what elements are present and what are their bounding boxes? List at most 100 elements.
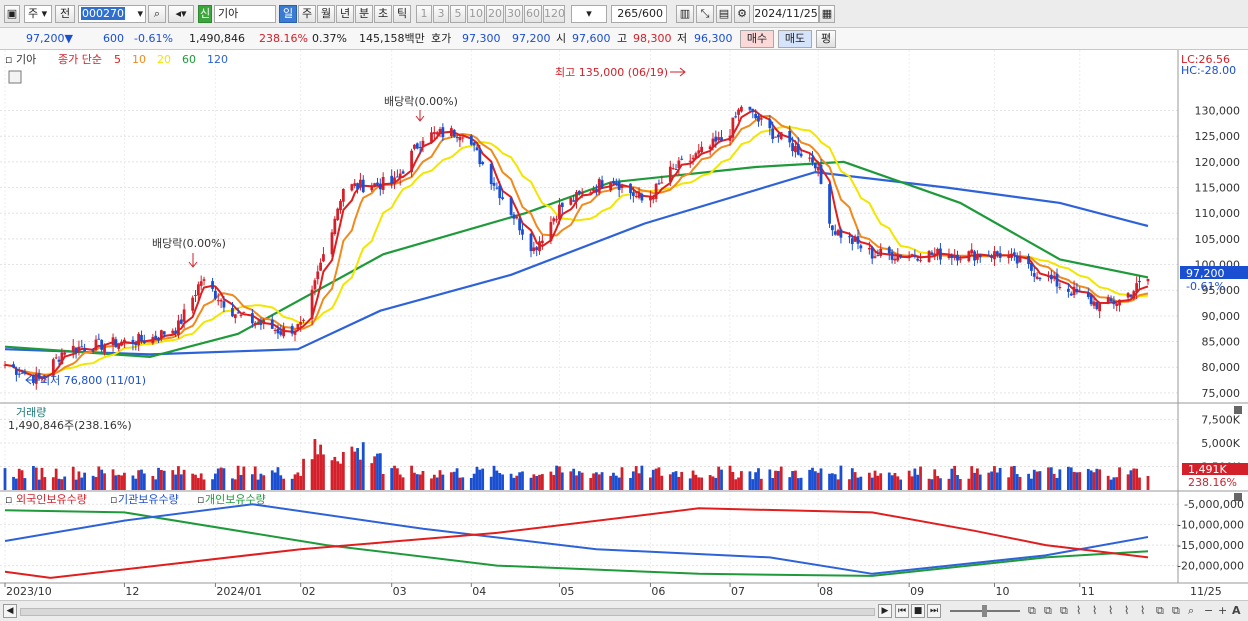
speaker-icon[interactable]: ◂▾ [168, 5, 194, 23]
chart-table-icon[interactable] [8, 70, 22, 84]
horizontal-scrollbar[interactable] [20, 608, 875, 616]
indicator-1-icon[interactable]: ⌇ [1076, 604, 1082, 617]
holding-y-tick: -15,000,000 [1177, 539, 1244, 552]
window-menu-icon[interactable]: ▣ [4, 5, 20, 23]
interval-button-120[interactable]: 120 [543, 5, 565, 23]
x-tick-label: 06 [651, 585, 665, 598]
volume-bar [231, 478, 234, 490]
volume-bar [1098, 469, 1102, 490]
count-field[interactable]: 265/600 [611, 5, 667, 23]
stop-icon[interactable]: ■ [911, 604, 925, 618]
volume-bar [515, 475, 519, 490]
candle-body [1078, 291, 1082, 293]
stock-chart[interactable]: 130,000125,000120,000115,000110,000105,0… [0, 50, 1248, 600]
interval-button-10[interactable]: 10 [467, 5, 485, 23]
volume-bar [993, 466, 996, 490]
indiv-holding-menu-icon[interactable]: ▫ [197, 493, 204, 506]
price-change: 600 [103, 32, 124, 45]
candle-body [1066, 288, 1070, 292]
period-tab-4[interactable]: 분 [355, 5, 373, 23]
layout-3-icon[interactable]: ⧉ [1060, 604, 1068, 617]
scroll-right-icon[interactable]: ▶ [878, 604, 892, 618]
interval-button-3[interactable]: 3 [433, 5, 449, 23]
candle-body [179, 319, 183, 324]
draw-tool-icon[interactable]: ⤡ [696, 5, 714, 23]
buy-button[interactable]: 매수 [740, 30, 774, 48]
font-size-icon[interactable]: A [1232, 604, 1241, 617]
indicator-6-icon[interactable]: ⧉ [1156, 604, 1164, 617]
indicator-4-icon[interactable]: ⌇ [1124, 604, 1130, 617]
interval-input[interactable]: ▾ [571, 5, 607, 23]
code-input[interactable]: 000270 ▾ [78, 5, 146, 23]
x-tick-label: 09 [910, 585, 924, 598]
volume-bar [17, 468, 21, 490]
candle-body [708, 146, 712, 150]
indicator-7-icon[interactable]: ⧉ [1172, 604, 1180, 617]
candle-body [1018, 257, 1022, 263]
search-icon[interactable]: ⌕ [148, 5, 166, 23]
price-pane-menu-icon[interactable]: ▫ [5, 53, 12, 66]
volume-bar [202, 479, 206, 490]
candle-body [572, 200, 576, 202]
candle-body [256, 323, 260, 325]
candle-body [211, 281, 214, 289]
interval-button-20[interactable]: 20 [486, 5, 504, 23]
stock-name-field[interactable]: 기아 [214, 5, 276, 23]
date-field[interactable]: 2024/11/25 [753, 5, 819, 23]
volume-bar [731, 471, 735, 490]
volume-bar [469, 478, 473, 490]
eval-button[interactable]: 평 [816, 30, 836, 48]
scroll-left-icon[interactable]: ◀ [3, 604, 17, 618]
holding-pane-close-icon[interactable] [1234, 493, 1242, 501]
market-select[interactable]: 주 ▾ [24, 5, 52, 23]
indicator-3-icon[interactable]: ⌇ [1108, 604, 1114, 617]
forward-icon[interactable]: ⏭ [927, 604, 941, 618]
period-tab-1[interactable]: 주 [298, 5, 316, 23]
annotation-dividend-1-arrow [188, 253, 198, 268]
interval-button-30[interactable]: 30 [505, 5, 523, 23]
rewind-icon[interactable]: ⏮ [895, 604, 909, 618]
prev-button[interactable]: 전 [55, 5, 75, 23]
candle-body [680, 158, 684, 160]
shin-badge[interactable]: 신 [198, 5, 212, 23]
period-tab-3[interactable]: 년 [336, 5, 354, 23]
interval-button-5[interactable]: 5 [450, 5, 466, 23]
candle-body [828, 184, 831, 224]
zoom-out-icon[interactable]: − [1204, 604, 1214, 617]
zoom-in-icon[interactable]: + [1218, 604, 1228, 617]
indicator-2-icon[interactable]: ⌇ [1092, 604, 1098, 617]
volume-bar [540, 474, 544, 490]
candle-body [967, 251, 971, 262]
candle-body [1047, 275, 1050, 277]
interval-button-1[interactable]: 1 [416, 5, 432, 23]
period-tab-0[interactable]: 일 [279, 5, 297, 23]
annotation-dividend-1: 배당락(0.00%) [152, 237, 226, 250]
volume-bar [549, 471, 553, 490]
candle-body [720, 137, 723, 141]
sell-button[interactable]: 매도 [778, 30, 812, 48]
candle-body [737, 109, 740, 115]
calendar-icon[interactable]: ▦ [819, 5, 835, 23]
foreign-holding-line [4, 507, 1149, 579]
period-tab-2[interactable]: 월 [317, 5, 335, 23]
holding-pane-menu-icon[interactable]: ▫ [5, 493, 12, 506]
candle-type-icon[interactable]: ▥ [676, 5, 694, 23]
period-tab-6[interactable]: 틱 [393, 5, 411, 23]
settings-gear-icon[interactable]: ⚙ [734, 5, 750, 23]
zoom-search-icon[interactable]: ⌕ [1188, 604, 1195, 617]
zoom-slider-handle[interactable] [982, 605, 987, 617]
volume-pane-close-icon[interactable] [1234, 406, 1242, 414]
inst-holding-menu-icon[interactable]: ▫ [110, 493, 117, 506]
volume-bar [1012, 465, 1016, 490]
period-tab-5[interactable]: 초 [374, 5, 392, 23]
candle-body [489, 164, 493, 185]
save-icon[interactable]: ▤ [716, 5, 732, 23]
volume-bar [432, 474, 436, 490]
indicator-5-icon[interactable]: ⌇ [1140, 604, 1146, 617]
layout-2-icon[interactable]: ⧉ [1044, 604, 1052, 617]
candle-body [390, 175, 394, 184]
code-dropdown-icon[interactable]: ▾ [137, 7, 143, 20]
candle-body [1146, 278, 1150, 282]
interval-button-60[interactable]: 60 [524, 5, 542, 23]
layout-1-icon[interactable]: ⧉ [1028, 604, 1036, 617]
